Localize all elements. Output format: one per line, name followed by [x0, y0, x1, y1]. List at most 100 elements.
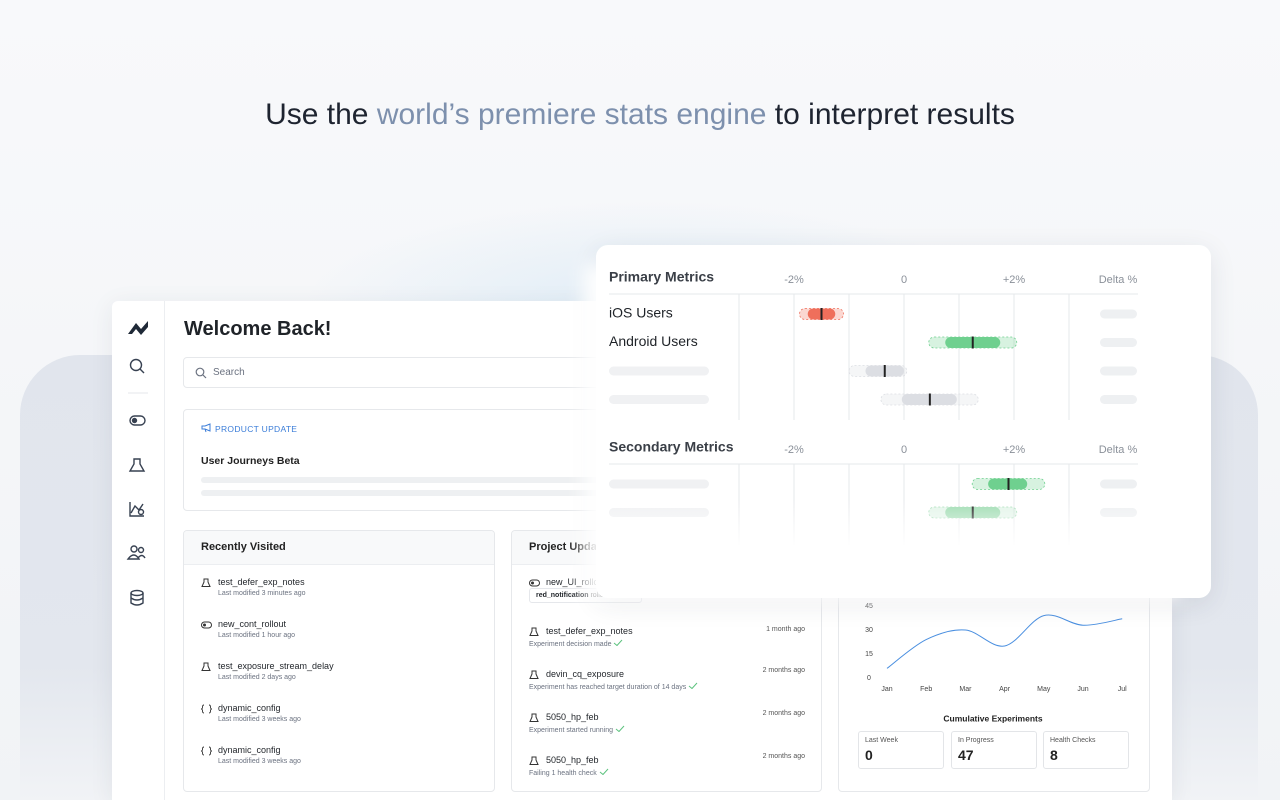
- stat-label: In Progress: [958, 737, 994, 744]
- x-tick-label: -2%: [784, 274, 804, 286]
- item-detail: Experiment has reached target duration o…: [529, 682, 698, 691]
- headline-highlight: world’s premiere stats engine: [376, 98, 767, 131]
- detail-text: Experiment decision made: [529, 641, 612, 648]
- item-time: 2 months ago: [762, 710, 805, 717]
- tag-name: red_notification: [536, 592, 589, 599]
- analytics-nav[interactable]: [129, 502, 145, 517]
- y-tick-label: 0: [867, 675, 871, 682]
- delta-placeholder: [1100, 395, 1137, 404]
- config-icon: [201, 746, 212, 756]
- product-update-label: PRODUCT UPDATE: [215, 424, 298, 434]
- y-tick-label: 45: [865, 603, 873, 610]
- item-name: dynamic_config: [218, 745, 281, 755]
- stat-value: 0: [865, 747, 873, 763]
- skeleton-line: [201, 490, 861, 496]
- headline: Use the world’s premiere stats engine to…: [0, 98, 1280, 132]
- search-icon: [195, 367, 207, 379]
- metric-label: iOS Users: [609, 305, 673, 321]
- delta-placeholder: [1100, 309, 1137, 319]
- detail-text: Failing 1 health check: [529, 770, 597, 777]
- item-name: 5050_hp_feb: [546, 755, 599, 765]
- item-name: test_exposure_stream_delay: [218, 661, 334, 671]
- item-detail: Last modified 3 weeks ago: [218, 716, 301, 723]
- item-name: dynamic_config: [218, 703, 281, 713]
- stat-label: Health Checks: [1050, 737, 1096, 744]
- item-name: new_UI_rollout: [546, 577, 607, 587]
- item-time: 2 months ago: [762, 753, 805, 760]
- item-name: new_cont_rollout: [218, 619, 287, 629]
- logo: [128, 321, 148, 335]
- gates-nav[interactable]: [129, 415, 146, 426]
- item-detail: Last modified 3 minutes ago: [218, 590, 306, 597]
- item-detail: Experiment started running: [529, 725, 625, 734]
- x-tick-label: 0: [901, 444, 907, 456]
- stat-value: 8: [1050, 747, 1058, 763]
- item-time: 1 month ago: [766, 626, 805, 633]
- card-title: Recently Visited: [184, 531, 494, 565]
- stat-box: Health Checks 8: [1043, 731, 1129, 769]
- config-icon: [201, 704, 212, 714]
- delta-label: Delta %: [1099, 444, 1138, 456]
- y-tick-label: 15: [865, 651, 873, 658]
- check-icon: [614, 639, 623, 647]
- skeleton-label: [609, 479, 709, 489]
- check-icon: [599, 768, 609, 776]
- recently-visited-card: Recently Visited test_defer_exp_notes La…: [183, 530, 495, 792]
- x-tick-label: Jan: [881, 686, 892, 693]
- product-update-title: User Journeys Beta: [201, 455, 300, 467]
- detail-text: Experiment has reached target duration o…: [529, 684, 687, 691]
- x-tick-label: +2%: [1003, 274, 1026, 286]
- x-tick-label: Jul: [1118, 686, 1127, 693]
- x-tick-label: Feb: [920, 686, 932, 693]
- x-tick-label: Apr: [999, 686, 1011, 693]
- check-icon: [615, 725, 625, 733]
- skeleton-label: [609, 366, 709, 376]
- x-tick-label: -2%: [784, 444, 804, 456]
- x-tick-label: Mar: [959, 686, 972, 693]
- experiment-icon: [529, 713, 539, 722]
- gate-icon: [529, 579, 540, 587]
- x-tick-label: Jun: [1077, 686, 1088, 693]
- detail-text: Experiment started running: [529, 727, 614, 734]
- x-tick-label: +2%: [1003, 444, 1026, 456]
- experiment-icon: [529, 670, 539, 679]
- experiment-icon: [201, 578, 211, 587]
- item-detail: Failing 1 health check: [529, 768, 609, 777]
- item-name: devin_cq_exposure: [546, 669, 625, 679]
- delta-placeholder: [1100, 366, 1137, 376]
- metric-label: Android Users: [609, 333, 698, 349]
- headline-text: to interpret results: [766, 98, 1015, 131]
- delta-label: Delta %: [1099, 274, 1138, 286]
- search-nav[interactable]: [129, 358, 145, 374]
- experiments-nav[interactable]: [128, 458, 146, 472]
- stat-box: Last Week 0: [858, 731, 944, 769]
- item-detail: Last modified 1 hour ago: [218, 632, 296, 639]
- search-placeholder: Search: [213, 367, 245, 378]
- y-tick-label: 30: [865, 627, 873, 634]
- stat-label: Last Week: [865, 737, 898, 744]
- sidebar-icons: [126, 321, 148, 606]
- data-nav[interactable]: [130, 589, 144, 606]
- skeleton-line: [201, 477, 861, 483]
- stat-value: 47: [958, 747, 974, 763]
- gate-icon: [201, 621, 212, 629]
- experiment-icon: [529, 627, 539, 636]
- headline-text: Use the: [265, 98, 377, 131]
- welcome-title: Welcome Back!: [184, 318, 332, 340]
- experiment-icon: [201, 662, 211, 671]
- users-nav[interactable]: [126, 545, 146, 560]
- x-tick-label: May: [1037, 686, 1051, 693]
- section-title: Secondary Metrics: [609, 439, 734, 455]
- stat-box: In Progress 47: [951, 731, 1037, 769]
- bottom-fade: [600, 500, 1160, 548]
- experiment-icon: [529, 756, 539, 765]
- item-name: test_defer_exp_notes: [218, 577, 305, 587]
- delta-placeholder: [1100, 338, 1137, 347]
- cumulative-title: Cumulative Experiments: [943, 713, 1042, 723]
- item-detail: Last modified 3 weeks ago: [218, 758, 301, 765]
- megaphone-icon: [201, 423, 211, 433]
- sidebar: [112, 301, 165, 800]
- activity-line: [886, 614, 1123, 669]
